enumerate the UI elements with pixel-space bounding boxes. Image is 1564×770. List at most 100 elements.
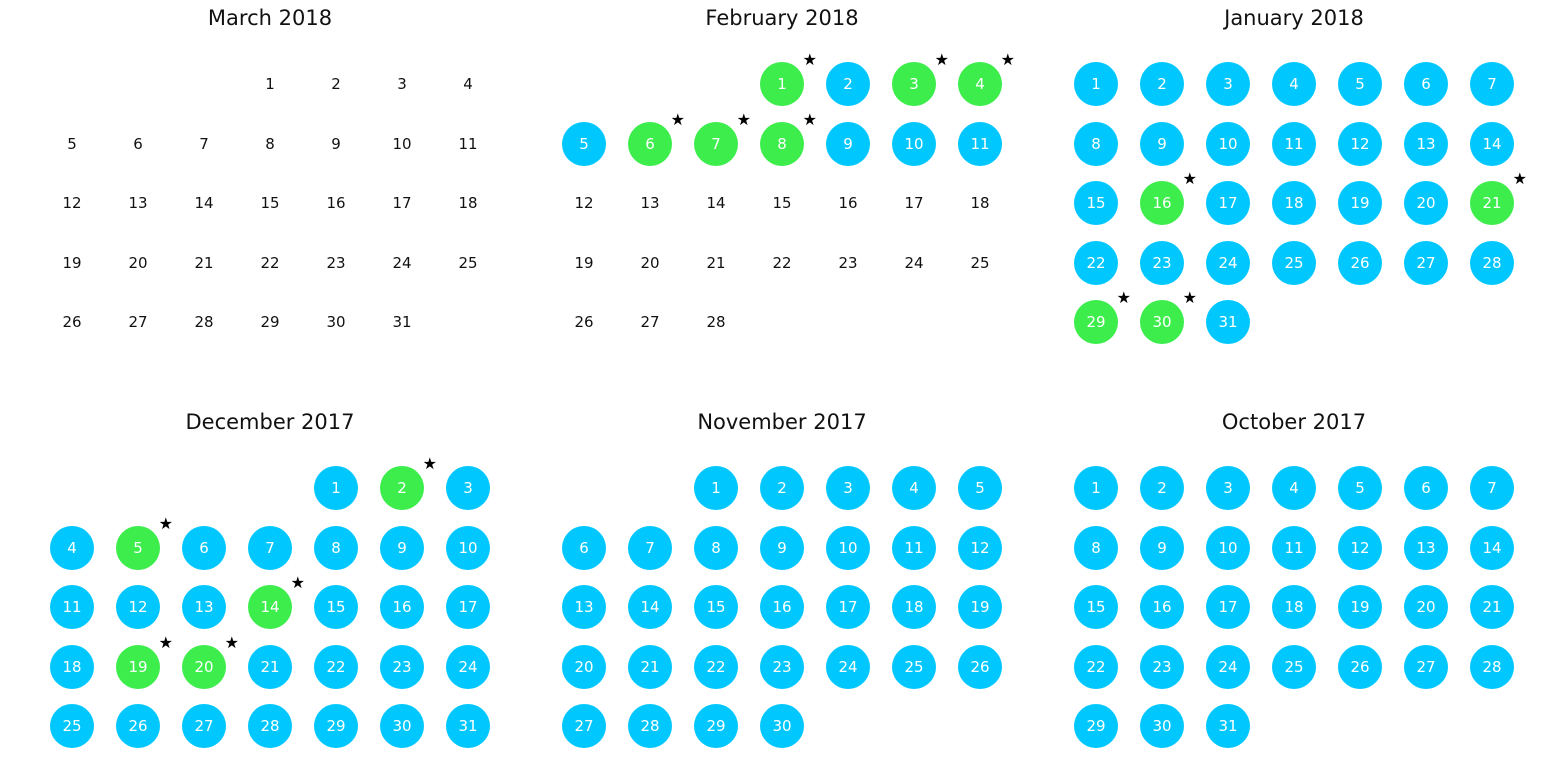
day-30[interactable]: 30 [760,704,804,748]
day-8[interactable]: 8 [1074,121,1118,166]
day-8[interactable]: 8 [1074,525,1118,570]
day-3[interactable]: 3 [826,466,870,510]
day-20[interactable]: 20 [1404,181,1448,225]
day-28[interactable]: 28 [1470,240,1514,285]
day-1[interactable]: 1 [314,466,358,510]
day-23[interactable]: 23 [1140,644,1184,689]
day-25[interactable]: 25 [446,241,490,285]
day-8[interactable]: 8 [314,525,358,570]
day-17[interactable]: 17 [892,181,936,225]
day-6[interactable]: 6 [182,525,226,570]
day-1[interactable]: 1 ★ [760,52,817,106]
day-18[interactable]: 18 [892,585,936,629]
day-12[interactable]: 12 [958,525,1002,570]
day-27[interactable]: 27 [1404,644,1448,689]
day-3[interactable]: 3 [446,466,490,510]
day-25[interactable]: 25 [1272,240,1316,285]
day-18[interactable]: 18 [1272,181,1316,225]
day-19[interactable]: 19 [50,241,94,285]
day-27[interactable]: 27 [116,300,160,344]
day-10[interactable]: 10 [380,122,424,166]
day-1[interactable]: 1 [248,62,292,106]
day-6[interactable]: 6 [562,525,606,570]
day-15[interactable]: 15 [1074,181,1118,225]
day-21[interactable]: 21 [1470,585,1514,629]
day-13[interactable]: 13 [1404,525,1448,570]
day-7[interactable]: 7 [182,122,226,166]
day-30[interactable]: 30 ★ [1140,290,1197,344]
day-22[interactable]: 22 [248,241,292,285]
day-5[interactable]: 5 [50,122,94,166]
day-13[interactable]: 13 [116,181,160,225]
day-14[interactable]: 14 [1470,121,1514,166]
day-19[interactable]: 19 [1338,181,1382,225]
day-24[interactable]: 24 [1206,240,1250,285]
day-18[interactable]: 18 [1272,585,1316,629]
day-20[interactable]: 20 [628,241,672,285]
day-26[interactable]: 26 [50,300,94,344]
day-26[interactable]: 26 [1338,240,1382,285]
day-2[interactable]: 2 [826,62,870,106]
day-20[interactable]: 20 [562,644,606,689]
day-4[interactable]: 4 [50,525,94,570]
day-15[interactable]: 15 [314,585,358,629]
day-26[interactable]: 26 [958,644,1002,689]
day-25[interactable]: 25 [958,241,1002,285]
day-25[interactable]: 25 [1272,644,1316,689]
day-29[interactable]: 29 [248,300,292,344]
day-28[interactable]: 28 [182,300,226,344]
day-31[interactable]: 31 [446,704,490,748]
day-1[interactable]: 1 [1074,62,1118,106]
day-23[interactable]: 23 [314,241,358,285]
day-11[interactable]: 11 [446,122,490,166]
day-15[interactable]: 15 [694,585,738,629]
day-2[interactable]: 2 [1140,466,1184,510]
day-26[interactable]: 26 [562,300,606,344]
day-15[interactable]: 15 [760,181,804,225]
day-2[interactable]: 2 [314,62,358,106]
day-24[interactable]: 24 [892,241,936,285]
day-21[interactable]: 21 [182,241,226,285]
day-14[interactable]: 14 [182,181,226,225]
day-20[interactable]: 20 [1404,585,1448,629]
day-8[interactable]: 8 [694,525,738,570]
day-29[interactable]: 29 ★ [1074,290,1131,344]
day-22[interactable]: 22 [760,241,804,285]
day-2[interactable]: 2 [1140,62,1184,106]
day-19[interactable]: 19 [1338,585,1382,629]
day-7[interactable]: 7 [628,525,672,570]
day-6[interactable]: 6 [116,122,160,166]
day-19[interactable]: 19 [562,241,606,285]
day-22[interactable]: 22 [1074,644,1118,689]
day-9[interactable]: 9 [760,525,804,570]
day-5[interactable]: 5 [958,466,1002,510]
day-23[interactable]: 23 [760,644,804,689]
day-24[interactable]: 24 [826,644,870,689]
day-8[interactable]: 8 [248,122,292,166]
day-10[interactable]: 10 [1206,525,1250,570]
day-14[interactable]: 14 ★ [248,575,305,629]
day-30[interactable]: 30 [1140,704,1184,748]
day-6[interactable]: 6 ★ [628,111,685,166]
day-5[interactable]: 5 [1338,62,1382,106]
day-3[interactable]: 3 ★ [892,52,949,106]
day-14[interactable]: 14 [1470,525,1514,570]
day-31[interactable]: 31 [380,300,424,344]
day-7[interactable]: 7 [1470,62,1514,106]
day-31[interactable]: 31 [1206,300,1250,344]
day-11[interactable]: 11 [892,525,936,570]
day-26[interactable]: 26 [116,704,160,748]
day-1[interactable]: 1 [694,466,738,510]
day-24[interactable]: 24 [380,241,424,285]
day-18[interactable]: 18 [446,181,490,225]
day-28[interactable]: 28 [694,300,738,344]
day-24[interactable]: 24 [446,644,490,689]
day-9[interactable]: 9 [1140,525,1184,570]
day-16[interactable]: 16 [314,181,358,225]
day-16[interactable]: 16 ★ [1140,171,1197,225]
day-4[interactable]: 4 [892,466,936,510]
day-13[interactable]: 13 [1404,121,1448,166]
day-5[interactable]: 5 ★ [116,515,173,570]
day-27[interactable]: 27 [562,704,606,748]
day-21[interactable]: 21 [628,644,672,689]
